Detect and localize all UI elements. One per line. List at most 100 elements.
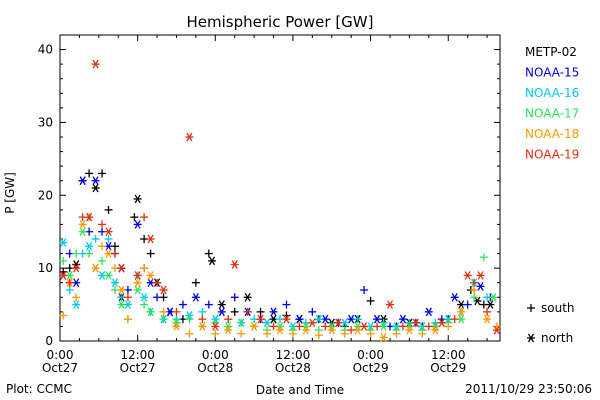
data-point-south: [59, 311, 68, 320]
x-axis-label: Date and Time: [256, 383, 344, 397]
data-point-north: [146, 271, 155, 280]
x-tick-date-label: Oct29: [353, 361, 389, 375]
data-point-north: [117, 300, 126, 309]
chart-title: Hemispheric Power [GW]: [187, 13, 374, 31]
data-point-north: [483, 314, 492, 324]
data-point-south: [483, 307, 492, 316]
y-tick-label: 10: [38, 261, 53, 275]
data-point-north: [217, 300, 226, 309]
data-point-north: [360, 322, 369, 331]
legend-entry: NOAA-18: [525, 127, 579, 141]
data-point-south: [104, 205, 113, 214]
data-point-north: [217, 307, 226, 317]
data-point-south: [204, 249, 213, 258]
data-point-north: [85, 241, 94, 251]
data-point-north: [78, 227, 87, 237]
data-point-south: [366, 329, 375, 338]
series-noaa-18: [59, 213, 501, 342]
data-point-south: [243, 307, 252, 316]
y-axis-label: P [GW]: [3, 172, 17, 214]
legend-entry: METP-02: [525, 45, 577, 59]
data-point-north: [224, 325, 233, 335]
x-tick-date-label: Oct28: [197, 361, 233, 375]
data-point-north: [386, 300, 394, 309]
data-point-north: [405, 325, 414, 335]
data-point-north: [256, 314, 265, 324]
data-point-north: [72, 300, 81, 309]
legend: METP-02 NOAA-15 NOAA-16 NOAA-17 NOAA-18 NOAA-…: [525, 45, 579, 162]
data-point-south: [153, 278, 162, 287]
legend-entry: NOAA-15: [525, 66, 579, 80]
data-point-north: [104, 271, 113, 280]
data-point-north: [373, 314, 382, 324]
data-point-south: [178, 300, 187, 309]
marker-legend-label: south: [541, 301, 575, 315]
legend-entry: NOAA-16: [525, 86, 579, 100]
data-point-north: [72, 263, 81, 273]
data-point-south: [373, 322, 382, 331]
data-point-south: [463, 300, 472, 309]
data-point-south: [85, 249, 94, 258]
data-point-south: [72, 293, 81, 302]
data-point-north: [85, 212, 94, 222]
data-point-south: [98, 256, 107, 265]
data-point-south: [72, 249, 81, 258]
data-point-north: [91, 59, 100, 69]
data-point-north: [301, 325, 310, 335]
data-point-north: [198, 322, 207, 331]
data-point-north: [133, 278, 142, 288]
data-point-south: [65, 278, 74, 287]
data-point-south: [59, 256, 68, 265]
data-point-north: [133, 194, 142, 204]
data-point-south: [295, 322, 304, 331]
data-point-south: [470, 278, 479, 287]
data-point-south: [98, 242, 107, 251]
data-point-north: [208, 256, 217, 266]
data-point-north: [527, 333, 535, 343]
data-point-north: [243, 292, 252, 302]
data-point-north: [91, 176, 100, 186]
data-point-north: [211, 322, 220, 331]
data-point-north: [463, 271, 472, 280]
data-point-south: [340, 329, 349, 338]
data-point-north: [111, 278, 119, 288]
data-point-south: [527, 304, 535, 312]
data-point-south: [282, 300, 291, 309]
data-point-south: [140, 213, 149, 222]
data-point-south: [470, 286, 479, 294]
data-point-south: [398, 322, 407, 331]
data-point-south: [347, 326, 356, 335]
data-point-north: [117, 285, 126, 295]
data-point-south: [146, 249, 155, 258]
data-point-south: [153, 293, 162, 302]
data-point-north: [431, 325, 440, 335]
data-point-south: [140, 264, 149, 273]
data-point-north: [379, 333, 388, 342]
data-point-south: [366, 296, 375, 305]
data-point-south: [224, 315, 233, 324]
data-point-south: [104, 235, 113, 243]
data-point-south: [237, 329, 246, 338]
data-point-north: [411, 318, 420, 328]
plot-timestamp: 2011/10/29 23:50:06: [465, 382, 592, 396]
data-point-south: [191, 278, 200, 287]
data-point-north: [276, 325, 284, 335]
data-point-north: [59, 238, 68, 247]
data-point-north: [437, 318, 446, 328]
data-point-south: [204, 300, 213, 309]
data-point-south: [470, 293, 479, 302]
data-point-north: [117, 263, 126, 273]
data-point-north: [476, 282, 485, 291]
data-point-south: [185, 315, 194, 324]
data-point-north: [457, 307, 466, 317]
x-axis: 0:00Oct2712:00Oct270:00Oct2812:00Oct280:…: [42, 35, 488, 375]
data-point-north: [282, 314, 291, 324]
data-point-north: [327, 325, 336, 335]
data-point-south: [123, 315, 132, 324]
data-point-south: [123, 293, 132, 302]
x-tick-label: 0:00: [202, 348, 229, 362]
data-point-north: [91, 183, 100, 193]
data-point-south: [111, 249, 119, 258]
data-point-south: [140, 300, 149, 309]
